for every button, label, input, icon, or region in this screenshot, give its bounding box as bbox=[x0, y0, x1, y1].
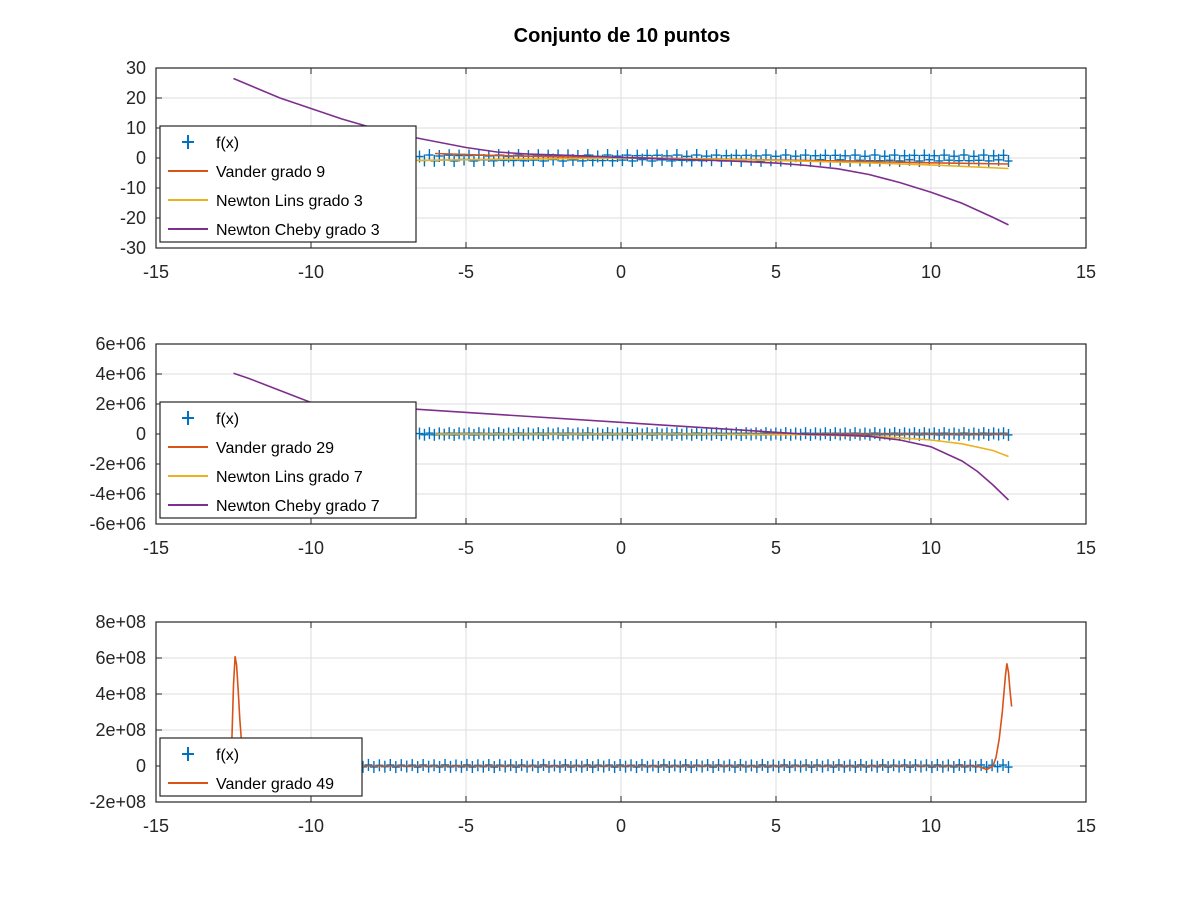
subplot-1: -15 -10 -5 0 5 10 15 -30 -20 -10 0 10 20 30 f(x) Vander… bbox=[120, 58, 1096, 282]
x-tick-label: 15 bbox=[1076, 816, 1096, 836]
x-tick-label: 15 bbox=[1076, 262, 1096, 282]
x-tick-label: -5 bbox=[458, 816, 474, 836]
y-tick-label: 6e+06 bbox=[95, 334, 146, 354]
figure-title: Conjunto de 10 puntos bbox=[514, 25, 731, 47]
legend-label: Vander grado 29 bbox=[216, 440, 334, 457]
x-tick-label: -5 bbox=[458, 262, 474, 282]
series-line-newton-cheby-grado-7 bbox=[233, 372, 1010, 501]
legend-label: f(x) bbox=[216, 411, 239, 428]
series-fx-markers bbox=[353, 758, 1013, 774]
y-tick-label: -10 bbox=[120, 178, 146, 198]
y-tick-label: 20 bbox=[126, 88, 146, 108]
y-tick-label: 4e+06 bbox=[95, 364, 146, 384]
x-tick-label: -10 bbox=[298, 816, 324, 836]
plot-series-group bbox=[229, 656, 1013, 774]
x-tick-label: 5 bbox=[771, 538, 781, 558]
x-tick-label: -15 bbox=[143, 262, 169, 282]
legend-label: Vander grado 9 bbox=[216, 164, 325, 181]
y-tick-label: -6e+06 bbox=[89, 514, 146, 534]
legend-label: Newton Lins grado 7 bbox=[216, 469, 363, 486]
legend-box bbox=[159, 125, 417, 243]
y-tick-label: 2e+08 bbox=[95, 720, 146, 740]
legend-label: f(x) bbox=[216, 747, 239, 764]
y-tick-label: 0 bbox=[136, 424, 146, 444]
x-tick-label: 5 bbox=[771, 262, 781, 282]
x-tick-label: 10 bbox=[921, 538, 941, 558]
x-tick-label: -5 bbox=[458, 538, 474, 558]
y-tick-label: 30 bbox=[126, 58, 146, 78]
x-tick-label: -15 bbox=[143, 538, 169, 558]
x-tick-label: -15 bbox=[143, 816, 169, 836]
x-tick-label: 0 bbox=[616, 538, 626, 558]
y-tick-label: 4e+08 bbox=[95, 684, 146, 704]
plot-series-group bbox=[233, 372, 1013, 501]
y-tick-label: -30 bbox=[120, 238, 146, 258]
x-tick-label: 15 bbox=[1076, 538, 1096, 558]
y-tick-label: -4e+06 bbox=[89, 484, 146, 504]
legend-box bbox=[159, 737, 363, 797]
y-tick-label: -2e+06 bbox=[89, 454, 146, 474]
x-tick-label: 0 bbox=[616, 262, 626, 282]
y-tick-label: 2e+06 bbox=[95, 394, 146, 414]
y-tick-label: 0 bbox=[136, 756, 146, 776]
legend: f(x) Vander grado 49 bbox=[159, 737, 363, 797]
legend-label: Newton Cheby grado 3 bbox=[216, 222, 380, 239]
legend-label: Newton Lins grado 3 bbox=[216, 193, 363, 210]
y-tick-label: 8e+08 bbox=[95, 612, 146, 632]
y-tick-label: -20 bbox=[120, 208, 146, 228]
y-tick-label: -2e+08 bbox=[89, 792, 146, 812]
legend-label: Vander grado 49 bbox=[216, 776, 334, 793]
legend: f(x) Vander grado 29 Newton Lins grado 7 Ne… bbox=[159, 401, 417, 519]
subplot-2: -15 -10 -5 0 5 10 15 -6e+06 -4e+06 -2e+06 0 2e+06 4e… bbox=[89, 334, 1096, 558]
x-tick-label: 5 bbox=[771, 816, 781, 836]
x-tick-label: 10 bbox=[921, 816, 941, 836]
legend-box bbox=[159, 401, 417, 519]
x-tick-label: -10 bbox=[298, 262, 324, 282]
y-tick-label: 6e+08 bbox=[95, 648, 146, 668]
y-tick-label: 0 bbox=[136, 148, 146, 168]
x-tick-label: -10 bbox=[298, 538, 324, 558]
y-tick-label: 10 bbox=[126, 118, 146, 138]
legend-label: Newton Cheby grado 7 bbox=[216, 498, 380, 515]
series-line-newton-lins-grado-7 bbox=[435, 433, 1009, 458]
legend: f(x) Vander grado 9 Newton Lins grado 3 New… bbox=[159, 125, 417, 243]
x-tick-label: 0 bbox=[616, 816, 626, 836]
legend-label: f(x) bbox=[216, 135, 239, 152]
plot-series-group bbox=[233, 77, 1013, 226]
x-tick-label: 10 bbox=[921, 262, 941, 282]
series-line-vander-grado-49 bbox=[229, 656, 1013, 771]
subplot-3: -15 -10 -5 0 5 10 15 -2e+08 0 2e+08 4e+08 6e+08 8e+0… bbox=[89, 612, 1096, 836]
